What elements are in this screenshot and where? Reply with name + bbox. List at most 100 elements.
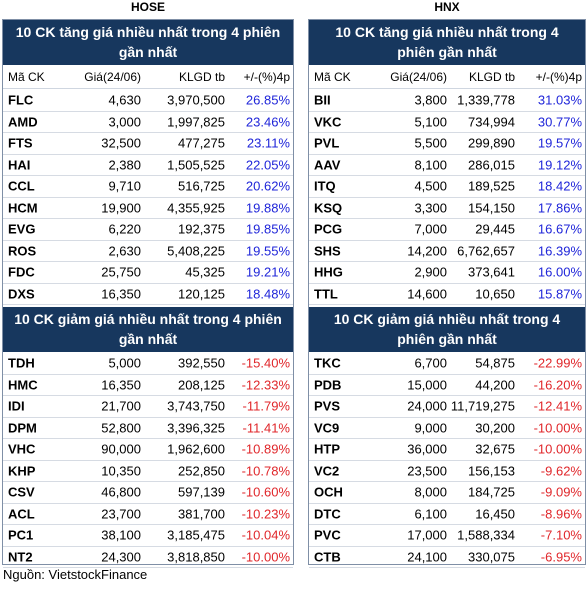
- volume-cell: 3,396,325: [167, 420, 225, 436]
- price-cell: 23,700: [101, 506, 141, 522]
- stock-symbol: TKC: [314, 355, 341, 371]
- table-row: AMD 3,000 1,997,825 23.46%: [3, 112, 293, 133]
- volume-cell: 5,408,225: [167, 243, 225, 259]
- column-change: +/-(%)4p: [243, 70, 290, 84]
- stock-symbol: KHP: [8, 463, 36, 479]
- price-cell: 24,000: [407, 398, 447, 414]
- price-cell: 14,600: [407, 286, 447, 302]
- price-cell: 32,500: [101, 135, 141, 151]
- volume-cell: 11,719,275: [450, 398, 515, 414]
- volume-cell: 16,450: [475, 506, 515, 522]
- table-row: VC9 9,000 30,200 -10.00%: [309, 418, 585, 439]
- volume-cell: 10,650: [475, 286, 515, 302]
- volume-cell: 3,970,500: [167, 92, 225, 108]
- stock-symbol: HCM: [8, 200, 38, 216]
- table-row: HAI 2,380 1,505,525 22.05%: [3, 155, 293, 176]
- volume-cell: 184,725: [468, 484, 515, 500]
- change-cell: 20.62%: [245, 178, 290, 194]
- stock-symbol: CSV: [8, 484, 35, 500]
- table-row: CCL 9,710 516,725 20.62%: [3, 176, 293, 198]
- price-cell: 16,350: [101, 377, 141, 393]
- stock-symbol: AMD: [8, 114, 38, 130]
- volume-cell: 597,139: [178, 484, 225, 500]
- change-cell: -6.95%: [540, 549, 582, 565]
- stock-symbol: TTL: [314, 286, 338, 302]
- change-cell: -15.40%: [241, 355, 290, 371]
- change-cell: -16.20%: [533, 377, 582, 393]
- change-cell: -10.00%: [533, 441, 582, 457]
- volume-cell: 54,875: [475, 355, 515, 371]
- stock-symbol: ROS: [8, 243, 37, 259]
- volume-cell: 6,762,657: [457, 243, 515, 259]
- volume-cell: 286,015: [468, 157, 515, 173]
- change-cell: 16.67%: [537, 221, 582, 237]
- price-cell: 8,000: [414, 484, 447, 500]
- table-row: VKC 5,100 734,994 30.77%: [309, 112, 585, 133]
- change-cell: 16.39%: [537, 243, 582, 259]
- volume-cell: 3,818,850: [167, 549, 225, 565]
- price-cell: 4,500: [414, 178, 447, 194]
- change-cell: -10.89%: [241, 441, 290, 457]
- price-cell: 9,710: [108, 178, 141, 194]
- stock-symbol: OCH: [314, 484, 343, 500]
- stock-symbol: ITQ: [314, 178, 336, 194]
- stock-symbol: VC2: [314, 463, 340, 479]
- volume-cell: 1,588,334: [457, 527, 515, 543]
- column-symbol: Mã CK: [8, 70, 45, 84]
- change-cell: 23.11%: [246, 135, 290, 151]
- table-row: KSQ 3,300 154,150 17.86%: [309, 198, 585, 219]
- volume-cell: 1,962,600: [167, 441, 225, 457]
- price-cell: 24,100: [407, 549, 447, 565]
- exchange-title-hose: HOSE: [130, 0, 165, 14]
- change-cell: -7.10%: [540, 527, 582, 543]
- price-cell: 19,900: [101, 200, 141, 216]
- stock-symbol: DPM: [8, 420, 37, 436]
- change-cell: 17.86%: [537, 200, 582, 216]
- change-cell: 19.55%: [245, 243, 290, 259]
- hose-column-header: Mã CK Giá(24/06) KLGD tb +/-(%)4p: [3, 66, 293, 89]
- stock-symbol: EVG: [8, 221, 36, 237]
- table-row: PDB 15,000 44,200 -16.20%: [309, 375, 585, 396]
- stock-symbol: CCL: [8, 178, 35, 194]
- hnx-losers-table: TKC 6,700 54,875 -22.99% PDB 15,000 44,200 -16.…: [309, 353, 585, 568]
- column-change: +/-(%)4p: [535, 70, 582, 84]
- price-cell: 4,630: [108, 92, 141, 108]
- table-row: CSV 46,800 597,139 -10.60%: [3, 482, 293, 504]
- price-cell: 3,000: [108, 114, 141, 130]
- price-cell: 14,200: [407, 243, 447, 259]
- price-cell: 52,800: [101, 420, 141, 436]
- change-cell: 26.85%: [245, 92, 290, 108]
- hnx-column-header: Mã CK Giá(24/06) KLGD tb +/-(%)4p: [309, 66, 585, 89]
- change-cell: -9.62%: [540, 463, 582, 479]
- table-row: ACL 23,700 381,700 -10.23%: [3, 504, 293, 525]
- change-cell: 15.87%: [537, 286, 582, 302]
- stock-symbol: VHC: [8, 441, 36, 457]
- hnx-losers-title: 10 CK giảm giá nhiều nhất trong 4 phiên …: [309, 307, 585, 352]
- volume-cell: 192,375: [178, 221, 225, 237]
- price-cell: 2,630: [108, 243, 141, 259]
- table-row: IDI 21,700 3,743,750 -11.79%: [3, 396, 293, 418]
- change-cell: -10.78%: [241, 463, 290, 479]
- price-cell: 90,000: [101, 441, 141, 457]
- stock-symbol: HTP: [314, 441, 340, 457]
- stock-symbol: HHG: [314, 264, 343, 280]
- volume-cell: 154,150: [468, 200, 515, 216]
- change-cell: 19.12%: [537, 157, 582, 173]
- price-cell: 9,000: [414, 420, 447, 436]
- hnx-panel: 10 CK tăng giá nhiều nhất trong 4 phiên …: [308, 19, 586, 568]
- price-cell: 38,100: [101, 527, 141, 543]
- hose-gainers-title: 10 CK tăng giá nhiều nhất trong 4 phiên …: [3, 20, 293, 65]
- change-cell: -12.33%: [241, 377, 290, 393]
- stock-symbol: FLC: [8, 92, 34, 108]
- change-cell: 18.48%: [245, 286, 290, 302]
- change-cell: 23.46%: [245, 114, 290, 130]
- price-cell: 17,000: [407, 527, 447, 543]
- stock-symbol: NT2: [8, 549, 33, 565]
- volume-cell: 516,725: [178, 178, 225, 194]
- change-cell: 22.05%: [245, 157, 290, 173]
- table-row: ROS 2,630 5,408,225 19.55%: [3, 241, 293, 262]
- volume-cell: 30,200: [475, 420, 515, 436]
- table-row: VC2 23,500 156,153 -9.62%: [309, 461, 585, 482]
- column-volume: KLGD tb: [468, 70, 515, 84]
- column-symbol: Mã CK: [314, 70, 351, 84]
